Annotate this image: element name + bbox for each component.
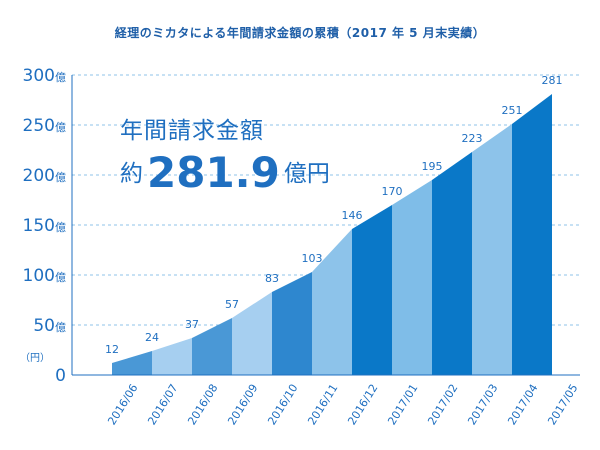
area-segment xyxy=(192,318,232,375)
area-segment xyxy=(472,124,512,375)
x-tick-label: 2016/11 xyxy=(305,382,340,428)
y-tick-label: 50億 xyxy=(33,316,66,336)
x-tick-label: 2017/05 xyxy=(545,382,580,428)
data-label: 251 xyxy=(502,104,523,117)
data-label: 146 xyxy=(342,209,363,222)
area-segment xyxy=(152,338,192,375)
y-tick-label: 0 xyxy=(55,366,66,386)
y-tick-label: 100億 xyxy=(23,266,66,286)
headline-number: 281.9 xyxy=(147,148,280,197)
x-tick-label: 2017/03 xyxy=(465,382,500,428)
x-tick-label: 2016/12 xyxy=(345,382,380,428)
data-label: 223 xyxy=(462,132,483,145)
area-segment xyxy=(272,272,312,375)
x-tick-labels: 2016/06 2016/07 2016/08 2016/09 2016/10 2016/… xyxy=(105,382,580,428)
y-tick-labels: 0 50億 100億 150億 200億 250億 300億 xyxy=(23,66,66,386)
x-tick-label: 2016/07 xyxy=(145,382,180,428)
data-label: 24 xyxy=(145,331,159,344)
data-label: 281 xyxy=(542,74,563,87)
headline-title: 年間請求金額 xyxy=(120,118,264,144)
headline-suffix: 億円 xyxy=(283,161,330,187)
y-axis-label: （円） xyxy=(20,352,50,364)
headline-value: 約281.9 億円 xyxy=(120,148,330,197)
y-tick-label: 250億 xyxy=(23,116,66,136)
y-tick-label: 150億 xyxy=(23,216,66,236)
data-label: 195 xyxy=(422,160,443,173)
x-tick-label: 2017/02 xyxy=(425,382,460,428)
data-labels: 12 24 37 57 83 103 146 170 195 223 251 281 xyxy=(105,74,563,356)
data-label: 37 xyxy=(185,318,199,331)
axes xyxy=(71,75,580,376)
data-label: 83 xyxy=(265,272,279,285)
area-segment xyxy=(392,180,432,375)
area-segment xyxy=(112,351,152,375)
headline-prefix: 約 xyxy=(120,161,143,187)
area-segments xyxy=(112,94,552,375)
y-tick-label: 300億 xyxy=(23,66,66,86)
area-segment xyxy=(512,94,552,375)
data-label: 12 xyxy=(105,343,119,356)
area-segment xyxy=(312,229,352,375)
data-label: 103 xyxy=(302,252,323,265)
x-tick-label: 2016/10 xyxy=(265,382,300,428)
x-tick-label: 2017/04 xyxy=(505,382,540,428)
x-tick-label: 2016/06 xyxy=(105,382,140,428)
x-tick-label: 2016/08 xyxy=(185,382,220,428)
x-tick-label: 2017/01 xyxy=(385,382,420,428)
area-segment xyxy=(432,152,472,375)
area-segment xyxy=(352,205,392,375)
area-segment xyxy=(232,292,272,375)
x-tick-label: 2016/09 xyxy=(225,382,260,428)
data-label: 170 xyxy=(382,185,403,198)
y-tick-label: 200億 xyxy=(23,166,66,186)
chart-title: 経理のミカタによる年間請求金額の累積（2017 年 5 月末実績） xyxy=(114,26,486,40)
data-label: 57 xyxy=(225,298,239,311)
